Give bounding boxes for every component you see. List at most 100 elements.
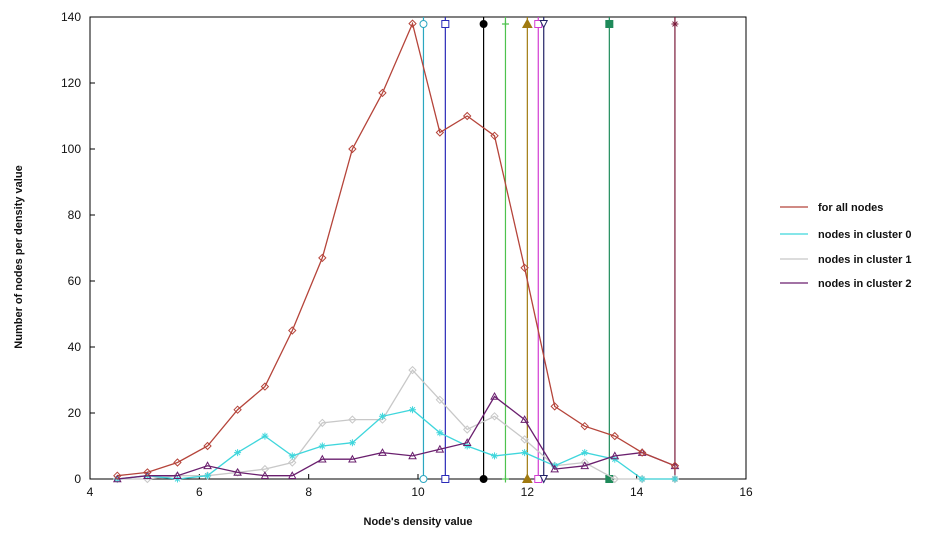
vertical-line-top-marker-3 [501,20,509,28]
data-point-3-0 [112,474,122,483]
y-tick-label: 20 [68,406,82,420]
y-axis: 0 20 40 60 80 100 120 140 [61,10,95,486]
data-point-0-16 [580,421,589,431]
vertical-line-top-marker-1 [441,20,450,28]
data-point-1-13 [491,452,499,460]
data-point-1-9 [378,412,386,420]
data-point-2-10 [408,365,417,375]
data-point-3-2 [173,471,182,479]
data-point-0-17 [610,431,620,441]
vertical-line-bottom-marker-3 [501,475,509,483]
legend-label-2: nodes in cluster 1 [818,254,912,266]
data-point-1-7 [318,442,326,450]
data-point-0-7 [318,253,327,263]
data-point-0-6 [288,326,297,335]
series-line-3 [117,395,676,480]
series-0 [113,19,680,480]
data-point-3-15 [550,464,560,473]
data-point-3-6 [287,471,297,479]
data-point-0-10 [408,19,417,28]
legend-label-3: nodes in cluster 2 [818,278,912,290]
data-point-2-12 [462,425,472,434]
series-1 [113,406,679,483]
data-point-2-8 [348,415,357,424]
data-point-3-9 [378,448,387,456]
series-3 [112,391,680,483]
y-tick-label: 80 [68,208,82,222]
data-point-3-4 [233,467,242,476]
vertical-marker-lines [419,17,679,484]
data-point-1-8 [348,439,356,447]
data-point-1-5 [261,432,269,440]
data-point-0-11 [435,128,445,137]
data-point-3-7 [317,454,327,463]
x-tick-label: 12 [521,485,535,499]
data-point-2-7 [318,418,327,428]
legend-label-0: for all nodes [818,202,883,214]
data-point-0-18 [637,448,647,457]
x-axis-title: Node's density value [364,516,473,528]
data-point-3-12 [462,438,472,446]
vertical-line-bottom-marker-2 [479,475,488,483]
legend: for all nodes nodes in cluster 0 nodes in … [780,202,912,290]
data-point-3-10 [408,451,417,460]
data-point-1-11 [436,429,444,437]
data-point-2-6 [288,458,297,467]
series-2 [113,365,680,484]
data-point-0-0 [113,471,122,480]
y-axis-title: Number of nodes per density value [13,165,25,348]
series-line-1 [117,408,675,480]
x-tick-label: 10 [411,485,425,499]
data-point-2-13 [490,412,499,421]
y-tick-label: 60 [68,274,82,288]
data-point-0-15 [550,402,559,411]
y-tick-label: 120 [61,76,81,90]
vertical-line-top-marker-7 [605,20,614,28]
data-point-0-8 [348,144,357,154]
data-point-3-11 [435,444,445,453]
data-point-3-17 [610,451,620,460]
vertical-line-bottom-marker-4 [521,473,533,483]
data-point-1-16 [581,449,589,457]
y-tick-label: 140 [61,10,81,24]
vertical-line-bottom-marker-0 [419,475,428,483]
data-point-2-14 [520,435,529,444]
vertical-line-top-marker-6 [539,20,549,29]
data-point-3-16 [580,461,590,470]
vertical-line-bottom-marker-1 [441,475,450,483]
data-point-1-14 [521,449,529,457]
x-axis: 4 6 8 10 12 14 16 [87,474,753,499]
x-tick-label: 14 [630,485,644,499]
data-point-1-3 [204,472,212,480]
vertical-line-top-marker-2 [479,20,488,28]
vertical-line-bottom-marker-6 [539,475,549,484]
data-point-1-19 [671,475,679,483]
plot-frame [89,16,747,480]
series-line-2 [117,369,675,480]
data-point-3-1 [143,471,152,479]
y-tick-label: 100 [61,142,81,156]
data-point-0-2 [173,458,182,467]
data-point-0-3 [203,441,212,451]
y-tick-label: 40 [68,340,82,354]
x-tick-label: 16 [739,485,753,499]
data-point-0-13 [490,131,499,141]
data-point-3-5 [260,471,270,479]
data-point-0-12 [462,111,472,121]
data-point-1-4 [234,449,242,457]
data-point-2-11 [435,395,445,405]
data-point-0-4 [233,405,242,414]
x-tick-label: 6 [196,485,203,499]
data-point-3-3 [203,461,212,470]
data-point-3-13 [490,391,499,400]
data-point-0-1 [143,468,152,477]
series-layer [112,19,680,484]
x-tick-label: 8 [305,485,312,499]
data-point-3-14 [520,415,529,423]
vertical-line-top-marker-8 [671,20,679,28]
x-tick-label: 4 [87,485,94,499]
data-point-0-14 [520,263,529,273]
data-point-0-9 [378,88,387,98]
data-point-1-18 [638,475,646,483]
